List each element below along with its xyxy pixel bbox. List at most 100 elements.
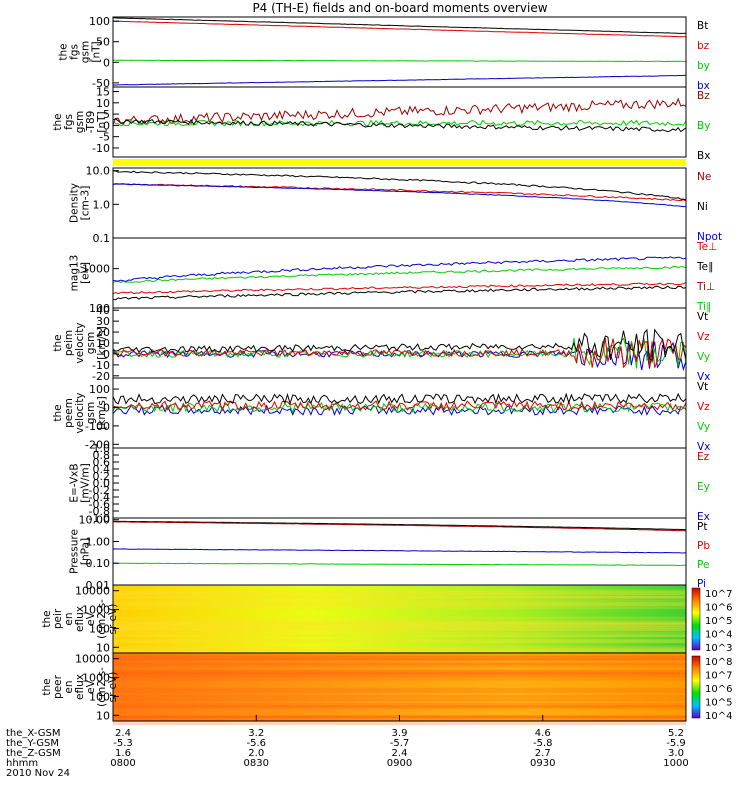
series-line-Pe: [112, 562, 687, 567]
spectrogram-band: [113, 672, 686, 679]
y-tick-label: 0.2: [93, 470, 111, 483]
y-tick-label: 0.10: [86, 557, 111, 570]
y-tick-label: 10: [96, 337, 110, 350]
x-axis-z-value: 3.2: [248, 728, 264, 739]
spectrogram-band: [113, 596, 686, 600]
series-line-Vx: [112, 340, 687, 372]
y-axis-label: sr-eV): [107, 672, 119, 703]
spectrogram-band: [113, 627, 686, 632]
legend-bz: bz: [697, 40, 710, 52]
y-tick-label: 10000: [75, 653, 110, 666]
spectrogram-band: [113, 622, 686, 628]
spectrogram-band: [113, 649, 686, 652]
y-tick-label: 0: [103, 401, 110, 414]
y-tick-label: 100: [89, 383, 110, 396]
y-axis-label: peem: [63, 398, 75, 428]
y-axis-label: the: [41, 610, 53, 627]
y-axis-label: the: [52, 404, 64, 421]
series-line-Ni: [112, 170, 687, 201]
spectrogram-band: [113, 678, 686, 681]
spectrogram-band: [113, 602, 686, 606]
y-axis-label: Pressure: [69, 529, 81, 574]
y-axis-label: [km/s]: [96, 396, 108, 430]
spectrogram-band: [113, 656, 686, 661]
y-axis-label: gsm: [85, 332, 97, 354]
y-axis-label: velocity: [74, 392, 86, 433]
x-axis-t-value: 0930: [530, 758, 555, 769]
x-axis-t-value: 0830: [244, 758, 269, 769]
spectrogram-band: [113, 669, 686, 674]
panel-10: 10^8 10^7 10^6 10^5 10^4 10000 1000 100 10 the pee…: [41, 652, 732, 726]
y-axis-label: peer: [52, 674, 64, 699]
legend-by: by: [697, 60, 710, 72]
y-axis-label: Density: [69, 183, 81, 223]
colorbar: [691, 655, 701, 719]
x-row-label: the_Z-GSM: [6, 748, 61, 759]
x-row-label: the_Y-GSM: [6, 738, 59, 749]
y-tick-label: 0.8: [93, 449, 111, 462]
spectrogram-band: [113, 698, 686, 702]
y-tick-label: -50: [92, 77, 110, 90]
spectrogram-band: [113, 690, 686, 694]
legend-Vz: Vz: [697, 401, 710, 413]
x-axis-x-value: -5.8: [533, 738, 553, 749]
spectrogram-band: [113, 622, 686, 628]
series-line-Te∥: [112, 285, 687, 301]
series-line-bx: [112, 74, 687, 86]
y-tick-label: 0.6: [93, 456, 111, 469]
legend-Bz: Bz: [697, 90, 710, 102]
y-axis-label: the: [41, 678, 53, 695]
colorbar-label: 10^5: [705, 698, 732, 709]
spectrogram-band: [113, 674, 686, 678]
y-tick-label: 1.0: [93, 198, 111, 211]
legend-Te∥: Te∥: [696, 261, 713, 273]
y-tick-label: 100: [89, 302, 110, 315]
spectrogram-band: [113, 590, 686, 596]
x-axis-y-value: 2.7: [535, 748, 551, 759]
y-tick-label: 1.0: [93, 442, 111, 455]
y-axis-label: [nT]: [91, 41, 103, 62]
spectrogram-band: [113, 695, 686, 698]
y-tick-label: 100: [89, 690, 110, 703]
spectrogram-band: [113, 595, 686, 598]
x-axis-x-value: -5.7: [390, 738, 410, 749]
legend-Ti∥: Ti∥: [696, 301, 711, 313]
colorbar-label: 10^8: [705, 657, 732, 668]
legend-Ne: Ne: [697, 171, 711, 183]
series-line-Bx: [112, 118, 687, 133]
spectrogram-band: [113, 687, 686, 691]
spectrogram-band: [113, 604, 686, 610]
y-axis-label: E=-VxB: [69, 463, 81, 502]
legend-Vt: Vt: [697, 381, 708, 393]
y-axis-label: [cm-3]: [80, 186, 92, 221]
colorbar-label: 10^4: [705, 711, 732, 722]
y-tick-label: 15: [96, 86, 110, 99]
spectrogram: [113, 653, 686, 721]
x-axis-y-value: 2.0: [248, 748, 264, 759]
series-line-Bz: [112, 97, 687, 126]
y-axis-label: sr-eV): [107, 604, 119, 635]
y-axis-label: mag13: [69, 255, 81, 292]
y-axis-label: en: [63, 612, 75, 625]
x-row-label: hhmm: [6, 758, 38, 769]
legend-Pt: Pt: [697, 521, 707, 533]
y-tick-label: -20: [92, 370, 110, 383]
y-axis-label: [eV]: [80, 262, 92, 284]
spectrogram-band: [113, 638, 686, 643]
y-axis-label: eflux: [74, 606, 86, 632]
x-axis-y-value: 1.6: [115, 748, 131, 759]
x-axis-t-value: 1000: [663, 758, 688, 769]
y-tick-label: -0.6: [89, 498, 110, 511]
series-line-Vz: [112, 399, 687, 412]
panel-7: 1.00.80.60.40.20.0-0.2-0.4-0.6-0.8-1.0 E=…: [69, 442, 710, 525]
legend-By: By: [697, 120, 710, 132]
legend-Bx: Bx: [697, 150, 710, 162]
series-line-Vt: [112, 328, 687, 362]
x-row-label: the_X-GSM: [6, 728, 60, 739]
y-axis-label: [mV/m]: [80, 463, 92, 502]
panel-frame: [112, 86, 687, 158]
